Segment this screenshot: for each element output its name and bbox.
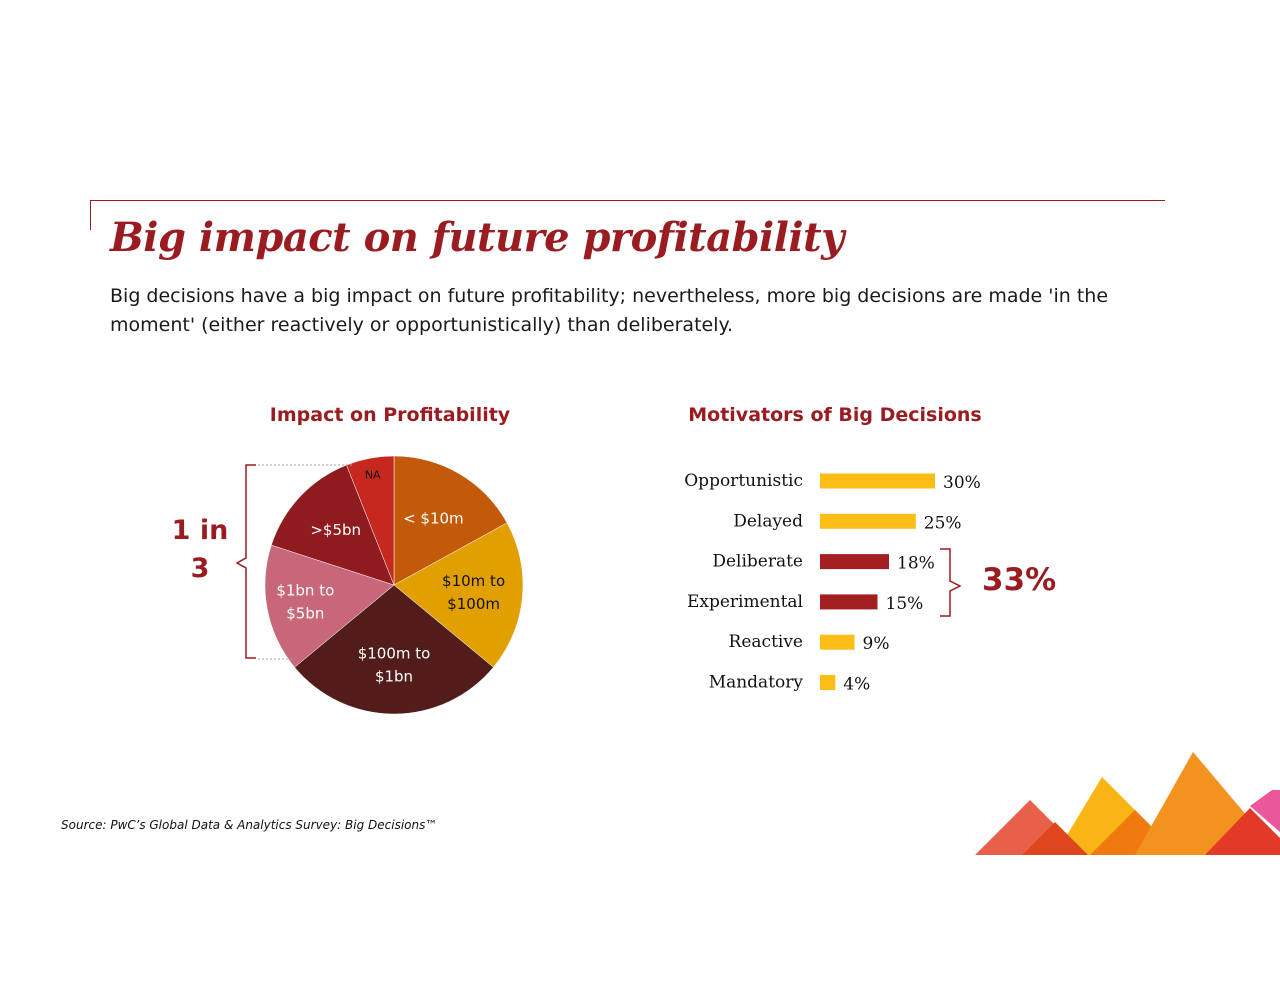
pie-label-1bn-to-5bn: $1bn to $5bn — [276, 581, 334, 622]
bar-category-experimental: Experimental — [687, 592, 803, 612]
bar-opportunistic — [820, 473, 935, 489]
bar-value-reactive: 9% — [863, 634, 890, 654]
decor-triangle-3 — [1022, 822, 1088, 855]
page-title: Big impact on future profitability — [110, 214, 844, 261]
decor-triangle-6 — [1250, 790, 1280, 832]
bar-value-opportunistic: 30% — [943, 473, 981, 493]
bar-value-experimental: 15% — [886, 594, 924, 614]
bar-value-mandatory: 4% — [843, 675, 870, 695]
bar-brace — [940, 548, 962, 617]
pie-label-10m: < $10m — [403, 509, 464, 527]
bar-category-deliberate: Deliberate — [712, 552, 803, 572]
bar-experimental — [820, 594, 878, 610]
bar-reactive — [820, 634, 855, 650]
bar-chart-title: Motivators of Big Decisions — [688, 404, 982, 426]
pie-label-100m-to-1bn: $100m to $1bn — [358, 645, 431, 686]
bar-deliberate — [820, 554, 889, 570]
pie-slice-10m — [393, 455, 508, 586]
bar-category-mandatory: Mandatory — [709, 673, 804, 693]
pie-label-na: NA — [365, 469, 381, 482]
bar-category-opportunistic: Opportunistic — [684, 471, 803, 491]
bar-mandatory — [820, 675, 836, 690]
pie-slice-5bn — [270, 464, 395, 586]
source-note: Source: PwC’s Global Data & Analytics Su… — [61, 818, 438, 832]
pie-slice-1bn-to-5bn — [264, 544, 395, 668]
pie-chart-title: Impact on Profitability — [269, 404, 511, 426]
bar-value-delayed: 25% — [924, 513, 962, 533]
page-subtitle: Big decisions have a big impact on futur… — [110, 285, 1109, 336]
pie-slice-10m-to-100m — [393, 522, 524, 668]
bar-category-delayed: Delayed — [733, 511, 803, 531]
title-rule-tick — [90, 200, 91, 230]
bar-value-deliberate: 18% — [897, 554, 935, 574]
pie-label-10m-to-100m: $10m to $100m — [442, 572, 505, 613]
pie-label-5bn: >$5bn — [310, 521, 361, 539]
bar-annotation: 33% — [982, 562, 1057, 598]
pie-brace — [235, 464, 256, 659]
pie-annotation: 1 in 3 — [171, 515, 229, 584]
decor-triangle-7 — [1205, 808, 1280, 855]
pie-slice-100m-to-1bn — [294, 584, 494, 715]
bar-delayed — [820, 513, 916, 529]
bar-category-reactive: Reactive — [729, 632, 803, 652]
title-rule — [90, 200, 1165, 201]
